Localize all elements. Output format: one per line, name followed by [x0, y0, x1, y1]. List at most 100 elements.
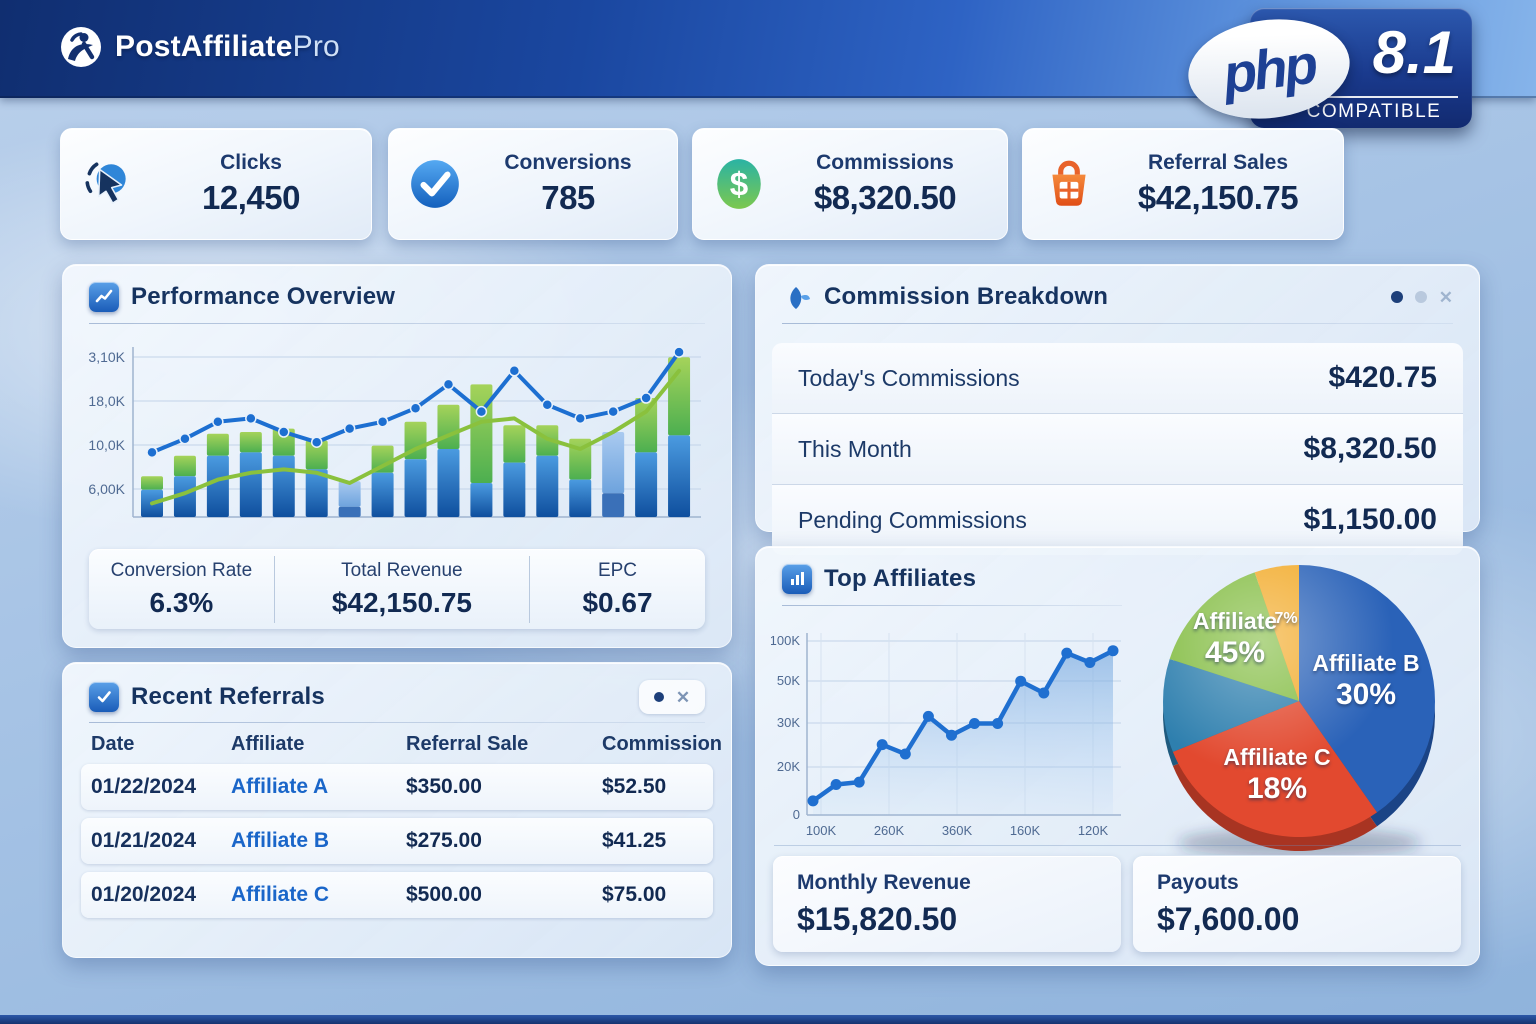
payouts-card: Payouts $7,600.00 [1133, 856, 1461, 952]
stat-card-commissions: $ Commissions $8,320.50 [692, 128, 1008, 240]
affiliate-revenue-line-chart: 100K 50K 30K 20K 0 100K 260K 360K 160K 120K [771, 633, 1121, 838]
bottom-bar [0, 1015, 1536, 1024]
svg-text:0: 0 [793, 807, 800, 822]
table-row: 01/22/2024 Affiliate A $350.00 $52.50 [81, 764, 713, 810]
commission-breakdown-panel: Commission Breakdown ✕ Today's Commissio… [755, 264, 1480, 555]
stat-label: Clicks [220, 151, 282, 174]
php-version: 8.1 [1372, 19, 1456, 86]
brand-name: PostAffiliatePro [115, 30, 340, 63]
window-controls: ✕ [1390, 287, 1453, 307]
svg-text:360K: 360K [942, 823, 973, 838]
stat-value: 785 [541, 179, 595, 216]
app-header: PostAffiliatePro 8.1 COMPATIBLE php [0, 0, 1536, 128]
affiliate-share-pie-chart: Affiliate B30% Affiliate C18% Affiliate45%… [1163, 565, 1435, 855]
stat-value: 12,450 [202, 179, 300, 216]
svg-text:6,00K: 6,00K [88, 481, 125, 497]
divider [89, 722, 705, 723]
svg-text:50K: 50K [777, 673, 800, 688]
total-revenue-stat: Total Revenue $42,150.75 [273, 555, 529, 623]
svg-text:Affiliate B: Affiliate B [1312, 650, 1419, 676]
panel-title: Recent Referrals [131, 683, 325, 710]
svg-text:160K: 160K [1010, 823, 1041, 838]
cell-commission: $75.00 [602, 883, 667, 906]
cell-date: 01/21/2024 [91, 829, 197, 852]
check-circle-icon [411, 160, 459, 208]
panel-title: Commission Breakdown [824, 283, 1109, 310]
svg-text:100K: 100K [771, 633, 800, 648]
svg-text:3,10K: 3,10K [88, 349, 125, 365]
svg-text:10,0K: 10,0K [88, 437, 125, 453]
breakdown-row-pending: Pending Commissions $1,150.00 [772, 485, 1463, 555]
epc-stat: EPC $0.67 [529, 555, 705, 623]
affiliate-link[interactable]: Affiliate B [231, 829, 330, 852]
svg-text:18%: 18% [1247, 772, 1307, 805]
breakdown-row-month: This Month $8,320.50 [772, 414, 1463, 485]
brand-logo: PostAffiliatePro [60, 26, 340, 68]
svg-text:100K: 100K [806, 823, 837, 838]
svg-text:260K: 260K [874, 823, 905, 838]
breakdown-rows: Today's Commissions $420.75 This Month $… [772, 343, 1463, 555]
svg-text:30%: 30% [1336, 678, 1396, 711]
stat-value: $42,150.75 [1137, 179, 1299, 216]
performance-overview-panel: Performance Overview 3,10K 18,0K 10,0K 6,00… [62, 264, 732, 648]
affiliate-link[interactable]: Affiliate A [231, 775, 329, 798]
conversion-rate-stat: Conversion Rate 6.3% [110, 559, 253, 618]
cell-commission: $52.50 [602, 775, 667, 798]
stat-label: Conversions [504, 151, 632, 174]
cell-date: 01/22/2024 [91, 775, 197, 798]
shopping-bag-icon [1052, 160, 1086, 206]
svg-text:$: $ [730, 166, 748, 203]
click-cursor-icon [85, 162, 126, 204]
leaf-icon [790, 287, 810, 309]
affiliate-link[interactable]: Affiliate C [231, 883, 330, 906]
breakdown-row-today: Today's Commissions $420.75 [772, 343, 1463, 414]
divider [782, 323, 1453, 324]
divider [782, 605, 1122, 606]
window-dot-light[interactable] [1414, 291, 1427, 303]
window-dot-dark[interactable] [1390, 291, 1403, 303]
php-badge-divider [1304, 96, 1458, 98]
recent-referrals-panel: Recent Referrals ✕ Date Affiliate Referr… [62, 662, 732, 958]
monthly-revenue-card: Monthly Revenue $15,820.50 [773, 856, 1121, 952]
performance-combo-chart: 3,10K 18,0K 10,0K 6,00K [88, 346, 701, 518]
close-icon[interactable]: ✕ [675, 687, 691, 707]
svg-text:Affiliate C: Affiliate C [1223, 744, 1330, 770]
table-row: 01/20/2024 Affiliate C $500.00 $75.00 [81, 872, 713, 918]
php-compatible-badge: 8.1 COMPATIBLE php [1182, 8, 1472, 128]
divider [89, 323, 705, 324]
svg-text:20K: 20K [777, 759, 800, 774]
cell-commission: $41.25 [602, 829, 667, 852]
stat-card-clicks: Clicks 12,450 [60, 128, 372, 240]
bar-chart-icon [782, 564, 812, 594]
svg-text:30K: 30K [777, 715, 800, 730]
svg-text:Affiliate: Affiliate [1193, 608, 1277, 634]
svg-text:7%: 7% [1274, 610, 1297, 627]
checkbox-icon [89, 682, 119, 712]
panel-title: Top Affiliates [824, 565, 977, 592]
svg-text:45%: 45% [1205, 636, 1265, 669]
cell-sale: $275.00 [406, 829, 482, 852]
performance-chart-icon [89, 282, 119, 312]
cell-sale: $350.00 [406, 775, 482, 798]
panel-title: Performance Overview [131, 283, 396, 310]
cell-date: 01/20/2024 [91, 883, 197, 906]
table-row: 01/21/2024 Affiliate B $275.00 $41.25 [81, 818, 713, 864]
stat-value: $8,320.50 [813, 179, 957, 216]
col-date: Date [91, 733, 135, 755]
cell-sale: $500.00 [406, 883, 482, 906]
php-badge-subtitle: COMPATIBLE [1306, 101, 1442, 122]
window-dot-dark[interactable] [653, 692, 664, 702]
postaffiliatepro-logo-icon [61, 27, 101, 67]
table-header: Date Affiliate Referral Sale Commission [63, 723, 731, 764]
stat-label: Commissions [816, 151, 954, 174]
divider [774, 845, 1461, 846]
col-affiliate: Affiliate [231, 733, 305, 755]
performance-stats-strip: Conversion Rate 6.3% Total Revenue $42,1… [89, 549, 705, 629]
svg-text:18,0K: 18,0K [88, 393, 125, 409]
stat-card-referral-sales: Referral Sales $42,150.75 [1022, 128, 1344, 240]
svg-text:120K: 120K [1078, 823, 1109, 838]
top-affiliates-panel: Top Affiliates 100K 50K 30K 20K 0 100K 260K 360… [755, 546, 1480, 966]
stat-label: Referral Sales [1147, 151, 1289, 174]
col-referral-sale: Referral Sale [406, 733, 529, 755]
close-icon[interactable]: ✕ [1438, 287, 1453, 307]
